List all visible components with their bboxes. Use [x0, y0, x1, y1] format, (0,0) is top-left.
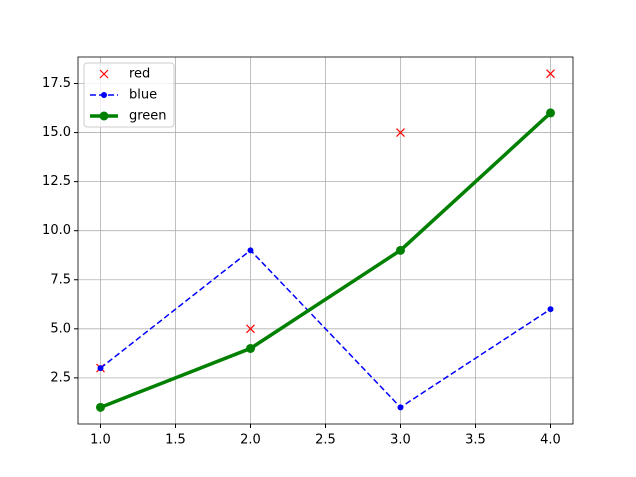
marker: [546, 108, 555, 118]
legend-marker: [99, 69, 109, 79]
x-tick-label: 1.5: [165, 433, 186, 448]
y-tick-label: 17.5: [42, 76, 71, 91]
marker: [247, 247, 254, 254]
line: [100, 249, 551, 409]
x-tick-label: 2.0: [240, 433, 261, 448]
series: [97, 247, 554, 411]
x-tick-label: 3.5: [465, 433, 486, 448]
y-tick-label: 2.5: [50, 370, 71, 385]
legend-label: red: [129, 67, 150, 82]
y-tick-label: 5.0: [50, 321, 71, 336]
x-tick-label: 1.0: [90, 433, 111, 448]
line: [99, 111, 552, 409]
x-tick-label: 3.0: [390, 433, 411, 448]
marker: [546, 69, 555, 79]
y-tick-label: 7.5: [50, 272, 71, 287]
marker: [396, 245, 405, 255]
legend-label: green: [129, 109, 167, 124]
marker: [547, 306, 554, 313]
y-tick-label: 12.5: [42, 174, 71, 189]
marker: [396, 128, 405, 137]
y-tick-label: 15.0: [42, 125, 71, 140]
legend: red blue green: [83, 62, 175, 128]
x-tick-label: 2.5: [315, 433, 336, 448]
y-tick-label: 10.0: [42, 223, 71, 238]
marker: [97, 365, 104, 372]
marker: [96, 402, 105, 412]
marker: [397, 404, 404, 411]
legend-label: blue: [129, 88, 157, 103]
marker: [246, 324, 255, 334]
legend-marker: [99, 111, 109, 121]
marker: [246, 343, 255, 353]
series: [96, 108, 555, 412]
x-tick-label: 4.0: [540, 433, 561, 448]
legend-marker: [101, 92, 107, 98]
legend-box: [83, 62, 175, 128]
plot-frame: [77, 56, 574, 425]
